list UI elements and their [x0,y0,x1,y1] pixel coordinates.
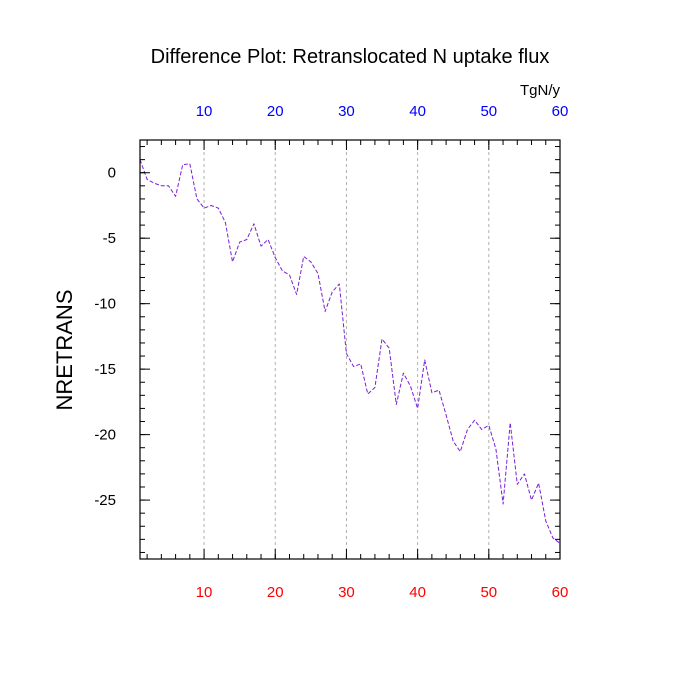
grid-lines [203,140,490,559]
x-tick-label-bottom: 10 [196,584,213,601]
series-line [139,159,561,544]
y-tick-label: -5 [103,230,116,247]
data-series [139,159,561,544]
y-tick-label: -25 [94,492,116,509]
plot-frame [139,139,561,560]
units-label: TgN/y [520,82,561,99]
x-tick-label-top: 40 [409,103,426,120]
x-tick-label-bottom: 60 [552,584,569,601]
x-tick-label-top: 60 [552,103,569,120]
y-tick-label: 0 [108,165,116,182]
x-tick-label-top: 10 [196,103,213,120]
x-tick-label-bottom: 40 [409,584,426,601]
x-tick-label-bottom: 50 [480,584,497,601]
y-tick-label: -20 [94,427,116,444]
x-tick-label-bottom: 30 [338,584,355,601]
chart-title: Difference Plot: Retranslocated N uptake… [151,46,550,68]
y-tick-label: -15 [94,361,116,378]
x-tick-label-top: 50 [480,103,497,120]
y-axis-label: NRETRANS [52,289,77,410]
tick-labels: 10 10 20 20 30 30 40 40 50 50 60 60 0 -5 -10 -15 -20 -25 [94,103,568,601]
x-tick-label-top: 30 [338,103,355,120]
x-tick-label-bottom: 20 [267,584,284,601]
x-tick-label-top: 20 [267,103,284,120]
y-tick-label: -10 [94,296,116,313]
axis-ticks [140,140,561,559]
